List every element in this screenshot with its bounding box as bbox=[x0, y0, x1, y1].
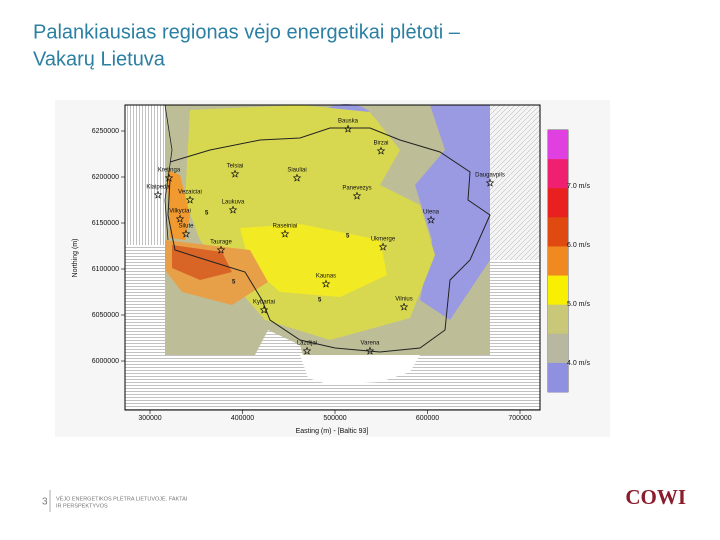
place-marker bbox=[153, 190, 163, 199]
color-bar-segment bbox=[548, 275, 568, 305]
map bbox=[55, 100, 610, 437]
y-axis-title: Northing (m) bbox=[72, 239, 79, 278]
x-tick-label: 300000 bbox=[138, 415, 161, 422]
place-marker bbox=[181, 229, 191, 238]
place-label: Laukuva bbox=[222, 200, 245, 206]
place-label: Telsiai bbox=[227, 164, 244, 170]
logo: COWI bbox=[625, 485, 686, 509]
x-tick-label: 700000 bbox=[508, 415, 531, 422]
y-tick-label: 6000000 bbox=[92, 358, 119, 365]
place-label: Klaipeda bbox=[146, 185, 170, 191]
x-tick-label: 600000 bbox=[416, 415, 439, 422]
color-bar-segment bbox=[548, 333, 568, 364]
legend-label: 6.0 m/s bbox=[567, 242, 590, 249]
place-marker bbox=[365, 346, 375, 355]
place-marker bbox=[175, 214, 185, 223]
legend-label: 5.0 m/s bbox=[567, 301, 590, 308]
contour-label: 5 bbox=[346, 234, 350, 240]
y-tick-label: 6050000 bbox=[92, 312, 119, 319]
place-label: Kybartai bbox=[253, 300, 275, 306]
place-marker bbox=[302, 346, 312, 355]
place-marker bbox=[376, 146, 386, 155]
x-tick-label: 500000 bbox=[323, 415, 346, 422]
place-label: Varena bbox=[361, 341, 381, 347]
place-label: Daugavpils bbox=[475, 173, 505, 179]
place-marker bbox=[399, 302, 409, 311]
place-marker bbox=[343, 124, 353, 133]
color-bar-segment bbox=[548, 130, 568, 160]
place-label: Vilkyciai bbox=[169, 209, 191, 215]
wind-zone bbox=[240, 224, 387, 297]
outside-area bbox=[125, 330, 490, 410]
place-label: Siauliai bbox=[287, 168, 306, 174]
color-bar-segment bbox=[548, 217, 568, 247]
y-tick-label: 6250000 bbox=[92, 128, 119, 135]
place-marker bbox=[378, 242, 388, 251]
color-bar-segment bbox=[548, 246, 568, 276]
border bbox=[167, 127, 491, 353]
place-marker bbox=[321, 279, 331, 288]
place-label: Taurage bbox=[210, 240, 232, 246]
place-label: Panevezys bbox=[342, 186, 371, 192]
page-number: 3 bbox=[42, 497, 48, 508]
color-bar-segment bbox=[548, 304, 568, 335]
place-label: Birzai bbox=[373, 141, 388, 147]
place-marker bbox=[485, 178, 495, 187]
color-bar-segment bbox=[548, 188, 568, 218]
y-tick-label: 6200000 bbox=[92, 174, 119, 181]
y-tick-label: 6150000 bbox=[92, 220, 119, 227]
footer: 3 VĖJO ENERGETIKOS PLĖTRA LIETUVOJE. FAK… bbox=[42, 485, 686, 512]
x-axis-title: Easting (m) - [Baltic 93] bbox=[296, 428, 369, 435]
title-line: Palankiausias regionas vėjo energetikai … bbox=[33, 21, 461, 43]
place-marker bbox=[185, 195, 195, 204]
place-label: Raseiniai bbox=[273, 224, 298, 230]
contour-label: 5 bbox=[318, 298, 322, 304]
x-tick-label: 400000 bbox=[231, 415, 254, 422]
footer-text: VĖJO ENERGETIKOS PLĖTRA LIETUVOJE. FAKTA… bbox=[56, 495, 188, 502]
wind-zone bbox=[167, 170, 190, 240]
place-marker bbox=[280, 229, 290, 238]
place-marker bbox=[228, 205, 238, 214]
contour-label: 5 bbox=[205, 211, 209, 217]
place-label: Ukmerge bbox=[371, 237, 396, 243]
map-frame bbox=[124, 104, 541, 411]
place-marker bbox=[230, 169, 240, 178]
place-label: Utena bbox=[423, 210, 440, 216]
legend-label: 7.0 m/s bbox=[567, 183, 590, 190]
color-bar-segment bbox=[548, 362, 568, 393]
outside-area bbox=[300, 355, 420, 385]
y-tick-label: 6100000 bbox=[92, 266, 119, 273]
wind-zone bbox=[415, 105, 490, 320]
place-marker bbox=[292, 173, 302, 182]
place-label: Kretinga bbox=[158, 168, 181, 174]
place-marker bbox=[426, 215, 436, 224]
place-label: Bauska bbox=[338, 119, 359, 125]
place-label: Lazdijai bbox=[297, 341, 317, 347]
place-label: Kaunas bbox=[316, 274, 336, 280]
place-label: Vilnius bbox=[395, 297, 413, 303]
legend-label: 4.0 m/s bbox=[567, 360, 590, 367]
place-label: Vezaiciai bbox=[178, 190, 202, 196]
color-bar-segment bbox=[548, 159, 568, 189]
footer-text: IR PERSPEKTYVOS bbox=[56, 503, 108, 509]
sea bbox=[125, 105, 165, 245]
title-line: Vakarų Lietuva bbox=[33, 48, 166, 70]
place-marker bbox=[352, 191, 362, 200]
contour-label: 5 bbox=[232, 280, 236, 286]
place-marker bbox=[259, 305, 269, 314]
place-label: Silute bbox=[178, 224, 194, 230]
place-marker bbox=[216, 245, 226, 254]
place-marker bbox=[164, 173, 174, 182]
